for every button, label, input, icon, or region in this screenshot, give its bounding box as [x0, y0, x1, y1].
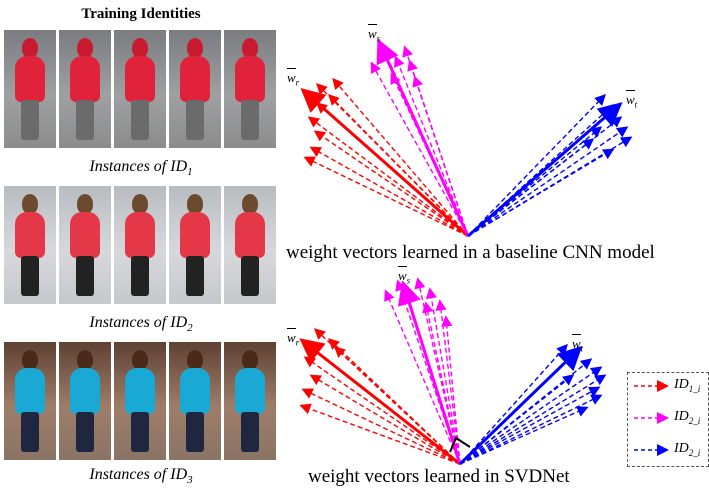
instance-image: [169, 30, 221, 148]
blue-instance-vector: [467, 93, 606, 237]
top-diagram-caption: weight vectors learned in a baseline CNN…: [286, 242, 655, 263]
blue-instance-vector: [459, 386, 601, 465]
top-label-wt: wt: [626, 90, 638, 110]
magenta-instance-vector: [435, 299, 461, 465]
blue-instance-vector: [467, 126, 629, 237]
identity-3-images: [4, 342, 276, 460]
legend-item-id2: ID2_i: [634, 409, 701, 426]
instance-image: [59, 30, 111, 148]
instance-image: [169, 342, 221, 460]
magenta-instance-vector: [384, 289, 461, 465]
instance-image: [4, 342, 56, 460]
blue-instance-vector: [467, 148, 615, 237]
instance-image: [114, 30, 166, 148]
instance-image: [224, 30, 276, 148]
bottom-diagram-caption: weight vectors learned in SVDNet: [308, 466, 570, 487]
blue-instance-vector: [459, 366, 603, 465]
magenta-instance-vector: [425, 287, 461, 465]
top-label-wr: wr: [287, 68, 300, 88]
top-vector-group: [300, 38, 633, 238]
red-instance-vector: [333, 346, 461, 465]
instance-image: [114, 342, 166, 460]
identity-2-images: [4, 186, 276, 304]
red-instance-vector: [328, 94, 469, 237]
red-instance-vector: [301, 388, 461, 465]
red-instance-vector: [299, 403, 461, 465]
magenta-instance-vector: [422, 301, 461, 465]
identity-2-caption: Instances of ID2: [89, 314, 193, 335]
red-instance-vector: [313, 130, 469, 237]
identity-3-caption: Instances of ID3: [89, 466, 193, 487]
red-instance-vector: [332, 77, 469, 237]
blue-instance-vector: [459, 394, 603, 465]
instance-image: [114, 186, 166, 304]
blue-weight-vector: [458, 345, 583, 466]
blue-weight-vector: [467, 102, 623, 238]
instance-image: [224, 186, 276, 304]
instance-image: [59, 186, 111, 304]
red-instance-vector: [309, 374, 461, 465]
bottom-label-wt: wt: [572, 334, 584, 354]
magenta-instance-vector: [412, 75, 469, 237]
training-identities-title: Training Identities: [81, 6, 201, 22]
magenta-instance-vector: [370, 61, 469, 237]
blue-instance-vector: [459, 374, 607, 465]
red-weight-vector: [300, 88, 469, 238]
magenta-weight-vector: [376, 38, 470, 237]
red-instance-vector: [303, 356, 461, 465]
instance-image: [169, 186, 221, 304]
instance-image: [59, 342, 111, 460]
red-instance-vector: [327, 338, 461, 465]
red-instance-vector: [303, 156, 469, 237]
identity-1-caption: Instances of ID1: [89, 158, 193, 179]
legend-item-id1: ID1_i: [634, 377, 701, 394]
red-instance-vector: [307, 116, 469, 237]
legend-item-id3: ID2_i: [634, 441, 701, 458]
red-instance-vector: [309, 146, 469, 237]
identity-1-images: [4, 30, 276, 148]
instance-image: [4, 186, 56, 304]
blue-instance-vector: [459, 406, 589, 465]
bottom-label-ws: ws: [398, 266, 411, 286]
red-weight-vector: [299, 338, 461, 466]
blue-instance-vector: [459, 374, 575, 465]
bottom-label-wr: wr: [287, 328, 300, 348]
legend: ID1_i ID2_i ID2_i: [627, 372, 709, 467]
instance-image: [4, 30, 56, 148]
bottom-vector-group: [299, 277, 607, 466]
magenta-weight-vector: [397, 280, 462, 465]
orthogonality-mark: [449, 436, 471, 453]
blue-instance-vector: [459, 343, 568, 465]
top-label-ws: ws: [368, 24, 381, 44]
instance-image: [224, 342, 276, 460]
